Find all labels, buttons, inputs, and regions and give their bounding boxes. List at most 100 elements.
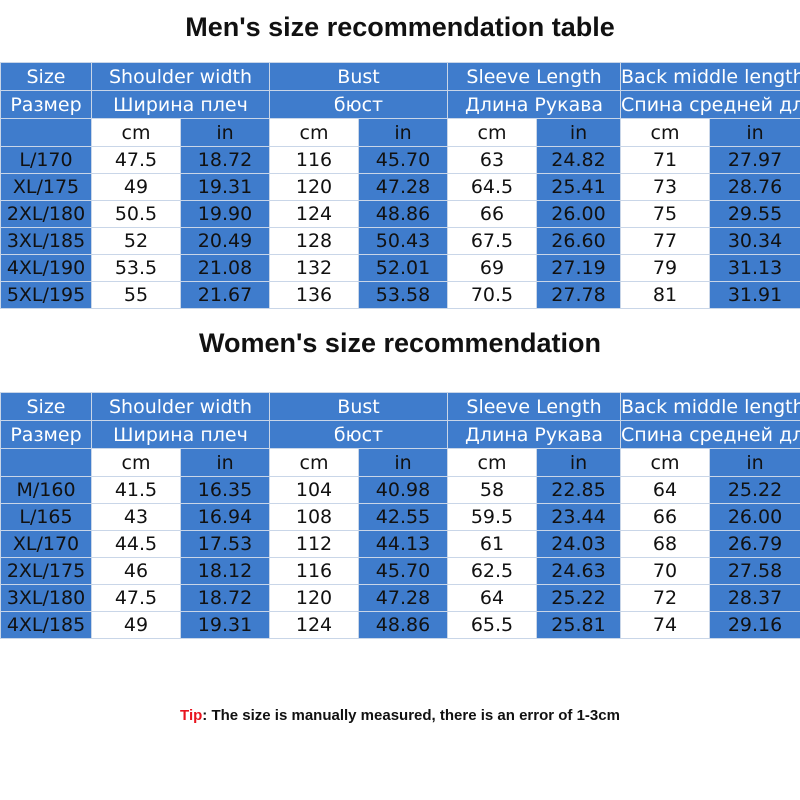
- size-cell: 3XL/180: [0, 584, 92, 612]
- value-cell: 66: [620, 503, 711, 531]
- value-cell: 27.97: [709, 146, 800, 174]
- shoulder-width-header: Shoulder width: [91, 62, 270, 91]
- value-cell: 65.5: [447, 611, 537, 639]
- table-row: L/170 47.5 18.72 116 45.70 63 24.82 71 2…: [0, 146, 800, 174]
- value-cell: 16.94: [180, 503, 270, 531]
- value-cell: 64: [447, 584, 537, 612]
- back-middle-length-header-ru: Спина средней длины: [620, 420, 800, 449]
- measurement-tip: Tip: The size is manually measured, ther…: [0, 707, 800, 724]
- value-cell: 25.41: [535, 173, 622, 201]
- bust-header: Bust: [269, 62, 448, 91]
- sleeve-length-header-ru: Длина Рукава: [446, 90, 622, 119]
- value-cell: 26.00: [709, 503, 800, 531]
- value-cell: 24.82: [535, 146, 622, 174]
- value-cell: 25.81: [535, 611, 622, 639]
- unit-in: in: [535, 118, 622, 147]
- value-cell: 20.49: [180, 227, 270, 255]
- value-cell: 40.98: [358, 476, 448, 504]
- unit-cm: cm: [620, 118, 711, 147]
- value-cell: 70: [620, 557, 711, 585]
- value-cell: 42.55: [358, 503, 448, 531]
- size-cell: XL/170: [0, 530, 92, 558]
- tip-text: : The size is manually measured, there i…: [202, 707, 620, 724]
- value-cell: 19.31: [180, 611, 270, 639]
- value-cell: 112: [269, 530, 359, 558]
- value-cell: 18.72: [180, 584, 270, 612]
- sleeve-length-header: Sleeve Length: [446, 392, 622, 421]
- value-cell: 18.72: [180, 146, 270, 174]
- value-cell: 27.19: [535, 254, 622, 282]
- value-cell: 47.5: [91, 146, 181, 174]
- size-cell: 2XL/175: [0, 557, 92, 585]
- value-cell: 61: [447, 530, 537, 558]
- value-cell: 64.5: [447, 173, 537, 201]
- value-cell: 47.28: [358, 173, 448, 201]
- header-row-english: Size Shoulder width Bust Sleeve Length B…: [0, 62, 800, 91]
- size-cell: L/165: [0, 503, 92, 531]
- value-cell: 63: [447, 146, 537, 174]
- size-cell: 4XL/190: [0, 254, 92, 282]
- bust-header-ru: бюст: [269, 90, 448, 119]
- value-cell: 124: [269, 200, 359, 228]
- size-header: Size: [0, 392, 92, 421]
- table-row: M/160 41.5 16.35 104 40.98 58 22.85 64 2…: [0, 476, 800, 504]
- value-cell: 136: [269, 281, 359, 309]
- back-middle-length-header: Back middle length: [620, 62, 800, 91]
- unit-cm: cm: [447, 118, 537, 147]
- value-cell: 50.43: [358, 227, 448, 255]
- value-cell: 45.70: [358, 557, 448, 585]
- value-cell: 17.53: [180, 530, 270, 558]
- value-cell: 25.22: [535, 584, 622, 612]
- size-cell: M/160: [0, 476, 92, 504]
- units-blank-cell: [0, 118, 92, 147]
- value-cell: 53.5: [91, 254, 181, 282]
- value-cell: 72: [620, 584, 711, 612]
- back-middle-length-header-ru: Спина средней длины: [620, 90, 800, 119]
- value-cell: 47.5: [91, 584, 181, 612]
- value-cell: 75: [620, 200, 711, 228]
- value-cell: 53.58: [358, 281, 448, 309]
- size-cell: 2XL/180: [0, 200, 92, 228]
- value-cell: 116: [269, 146, 359, 174]
- value-cell: 22.85: [535, 476, 622, 504]
- value-cell: 44.5: [91, 530, 181, 558]
- value-cell: 73: [620, 173, 711, 201]
- shoulder-width-header-ru: Ширина плеч: [91, 90, 270, 119]
- value-cell: 43: [91, 503, 181, 531]
- shoulder-width-header-ru: Ширина плеч: [91, 420, 270, 449]
- value-cell: 31.91: [709, 281, 800, 309]
- value-cell: 26.60: [535, 227, 622, 255]
- tip-label: Tip: [180, 707, 203, 724]
- unit-cm: cm: [269, 118, 359, 147]
- unit-in: in: [358, 118, 448, 147]
- header-row-russian: Размер Ширина плеч бюст Длина Рукава Спи…: [0, 420, 800, 449]
- value-cell: 18.12: [180, 557, 270, 585]
- header-row-english: Size Shoulder width Bust Sleeve Length B…: [0, 392, 800, 421]
- value-cell: 124: [269, 611, 359, 639]
- value-cell: 132: [269, 254, 359, 282]
- table-row: 2XL/180 50.5 19.90 124 48.86 66 26.00 75…: [0, 200, 800, 228]
- value-cell: 45.70: [358, 146, 448, 174]
- value-cell: 71: [620, 146, 711, 174]
- units-row: cm in cm in cm in cm in: [0, 118, 800, 147]
- value-cell: 27.78: [535, 281, 622, 309]
- size-header-ru: Размер: [0, 420, 92, 449]
- value-cell: 21.67: [180, 281, 270, 309]
- value-cell: 59.5: [447, 503, 537, 531]
- table-row: 4XL/190 53.5 21.08 132 52.01 69 27.19 79…: [0, 254, 800, 282]
- sleeve-length-header: Sleeve Length: [446, 62, 622, 91]
- value-cell: 128: [269, 227, 359, 255]
- value-cell: 69: [447, 254, 537, 282]
- value-cell: 49: [91, 611, 181, 639]
- value-cell: 19.31: [180, 173, 270, 201]
- table-row: 4XL/185 49 19.31 124 48.86 65.5 25.81 74…: [0, 611, 800, 639]
- value-cell: 74: [620, 611, 711, 639]
- men-size-table: Size Shoulder width Bust Sleeve Length B…: [0, 62, 800, 309]
- unit-in: in: [709, 118, 800, 147]
- value-cell: 49: [91, 173, 181, 201]
- value-cell: 31.13: [709, 254, 800, 282]
- value-cell: 50.5: [91, 200, 181, 228]
- value-cell: 16.35: [180, 476, 270, 504]
- value-cell: 27.58: [709, 557, 800, 585]
- unit-cm: cm: [620, 448, 711, 477]
